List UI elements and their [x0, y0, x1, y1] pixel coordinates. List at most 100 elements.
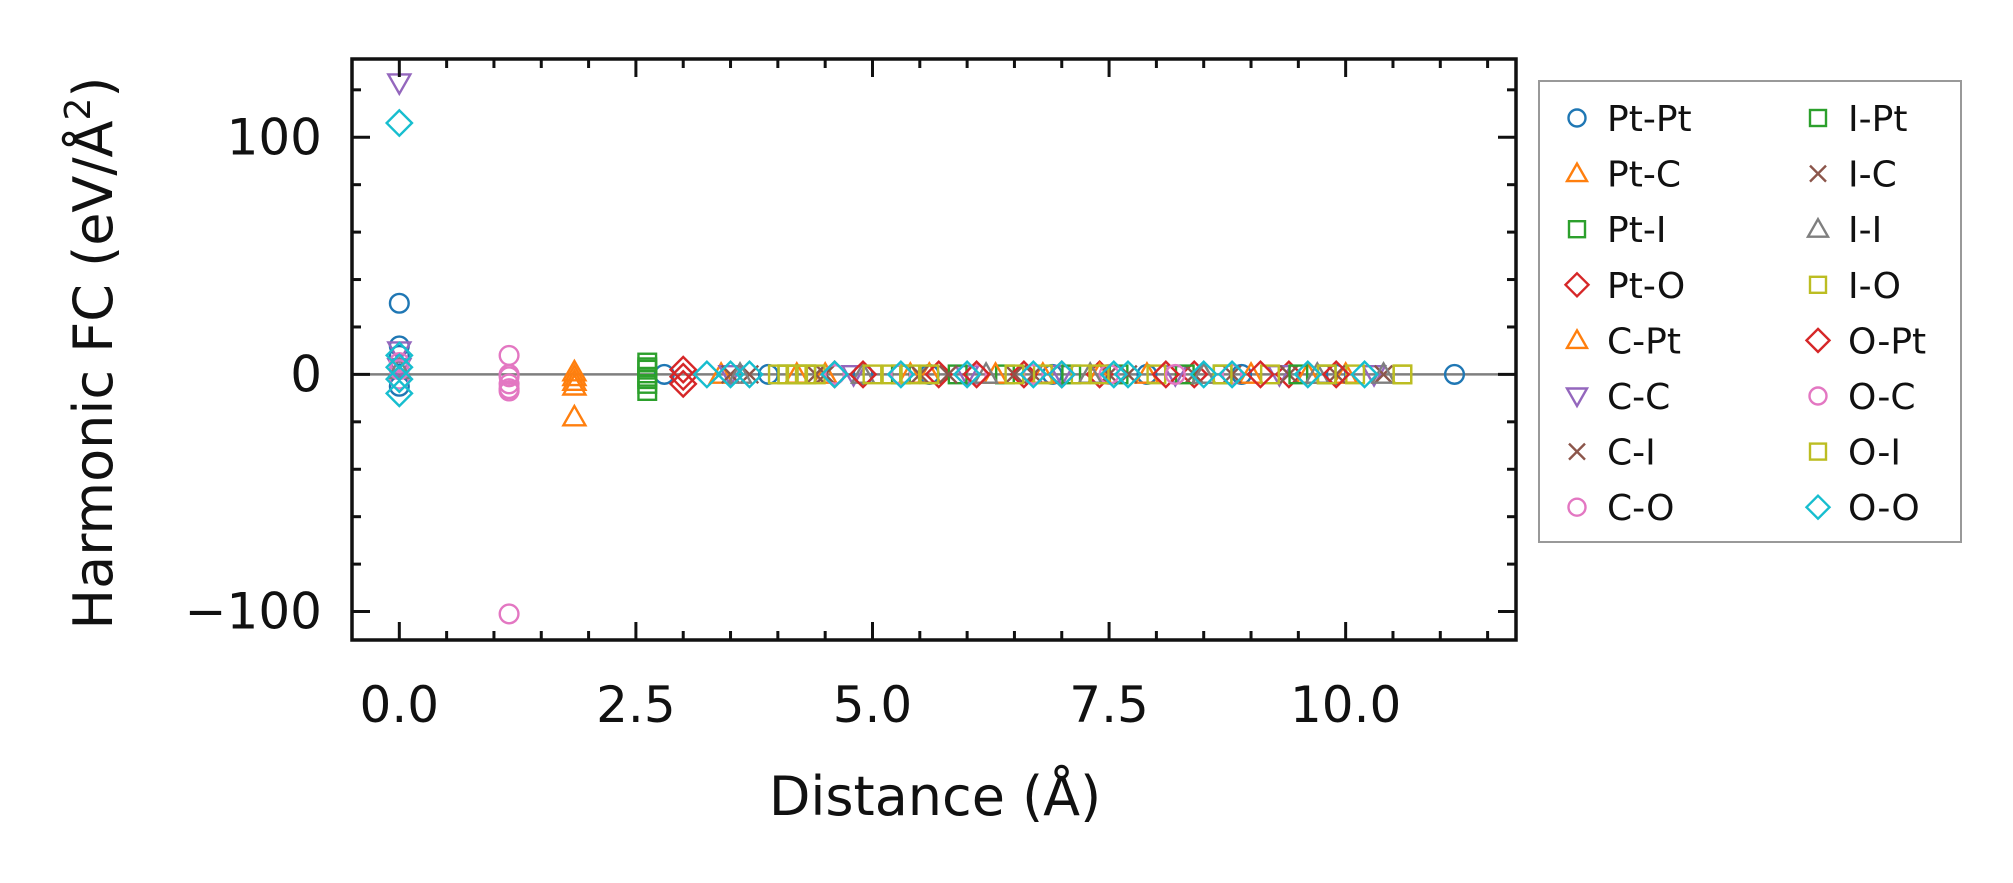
legend-marker	[1808, 442, 1828, 461]
legend-marker	[1808, 386, 1828, 406]
legend-marker	[1809, 164, 1827, 183]
data-point	[1099, 360, 1129, 389]
data-point	[708, 360, 735, 384]
legend-marker	[1567, 108, 1587, 128]
legend-label: O-I	[1848, 433, 1901, 474]
data-point	[1032, 364, 1053, 385]
data-point	[1246, 360, 1275, 389]
data-point	[1151, 360, 1181, 389]
y-tick-label: 0	[290, 345, 322, 403]
legend-item: Pt-O	[1563, 266, 1685, 307]
data-point	[637, 369, 658, 390]
legend-marker	[1567, 497, 1587, 517]
data-point	[886, 360, 916, 389]
legend-label: Pt-O	[1607, 266, 1685, 307]
y-tick-label: −100	[185, 583, 322, 641]
data-point	[735, 360, 764, 389]
data-point	[1004, 364, 1025, 385]
series-o-i	[777, 364, 1413, 385]
legend: Pt-Pt Pt-C Pt-I Pt-O C-Pt C-C C-I C-O I-Pt I-C I-I…	[1538, 80, 1962, 543]
data-point	[1070, 364, 1091, 385]
series-c-c	[386, 73, 1388, 388]
y-axis-label: Harmonic FC (eV/Å2)	[58, 77, 125, 630]
data-point	[726, 360, 754, 384]
data-point	[1217, 360, 1247, 389]
data-point	[1212, 364, 1233, 385]
legend-label: Pt-C	[1607, 155, 1681, 196]
data-point	[1237, 360, 1265, 384]
legend-item: Pt-I	[1567, 210, 1666, 251]
legend-label: O-O	[1848, 488, 1920, 529]
data-point	[717, 364, 744, 388]
data-point	[1293, 360, 1323, 389]
data-point	[498, 363, 520, 385]
legend-frame	[1538, 80, 1962, 543]
data-point	[1164, 363, 1186, 385]
data-point	[1004, 364, 1025, 385]
data-point	[498, 344, 520, 366]
axes-layer: 0.0 2.5 5.0 7.5 10.0 −100 0 100	[185, 57, 1518, 734]
legend-marker	[1564, 327, 1590, 350]
legend-item: O-O	[1804, 488, 1920, 529]
y-tick-label: 100	[227, 108, 322, 166]
data-point	[1189, 360, 1219, 389]
plot-frame	[350, 57, 1518, 642]
y-axis-label-main: Harmonic FC (eV/Å	[61, 120, 125, 629]
legend-item: I-C	[1809, 155, 1897, 196]
data-point	[388, 344, 410, 366]
data-point	[1259, 364, 1280, 385]
y-axis-label-superscript: 2	[58, 98, 99, 121]
legend-item: Pt-Pt	[1567, 99, 1692, 140]
legend-label: C-I	[1607, 433, 1656, 474]
data-point	[1047, 360, 1077, 389]
legend-item: O-C	[1808, 377, 1915, 418]
data-point	[384, 379, 414, 408]
ticks-layer: 0.0 2.5 5.0 7.5 10.0 −100 0 100	[185, 59, 1516, 734]
x-axis-label: Distance (Å)	[769, 764, 1101, 828]
legend-marker	[1805, 216, 1831, 238]
data-point	[1179, 360, 1209, 389]
data-point	[561, 363, 588, 387]
data-point	[561, 403, 588, 427]
y-axis-label-close: )	[62, 77, 125, 98]
data-point	[498, 603, 520, 625]
data-point	[777, 364, 798, 385]
data-point	[1443, 363, 1466, 385]
legend-item: C-I	[1568, 433, 1656, 474]
legend-label: C-Pt	[1607, 321, 1681, 362]
legend-label: I-I	[1848, 210, 1882, 251]
legend-marker	[1564, 387, 1590, 409]
data-point	[1392, 364, 1413, 385]
data-point	[1350, 360, 1379, 389]
data-point	[692, 360, 722, 389]
series-o-o	[384, 108, 1379, 408]
data-point	[924, 360, 954, 389]
legend-item: C-Pt	[1564, 321, 1681, 362]
data-point	[848, 360, 878, 389]
legend-marker	[1563, 271, 1591, 298]
data-point	[1019, 360, 1048, 389]
x-tick-label: 0.0	[360, 676, 440, 734]
legend-item: C-C	[1564, 377, 1670, 418]
data-point	[1113, 360, 1143, 389]
data-point	[716, 360, 745, 389]
legend-label: O-Pt	[1848, 321, 1926, 362]
data-point	[820, 360, 849, 389]
data-point	[1274, 360, 1304, 389]
legend-item: I-I	[1805, 210, 1882, 251]
data-point	[384, 108, 414, 138]
legend-item: C-O	[1567, 488, 1674, 529]
data-point	[938, 364, 958, 385]
data-point	[1321, 360, 1351, 389]
data-point	[561, 358, 588, 382]
legend-label: I-C	[1848, 155, 1897, 196]
data-point	[1190, 360, 1217, 384]
data-point	[824, 363, 846, 385]
data-point	[668, 355, 698, 385]
data-point	[388, 292, 410, 314]
legend-marker	[1564, 161, 1590, 183]
data-point	[1316, 364, 1337, 385]
data-point	[1288, 364, 1309, 385]
legend-marker	[1804, 494, 1832, 521]
